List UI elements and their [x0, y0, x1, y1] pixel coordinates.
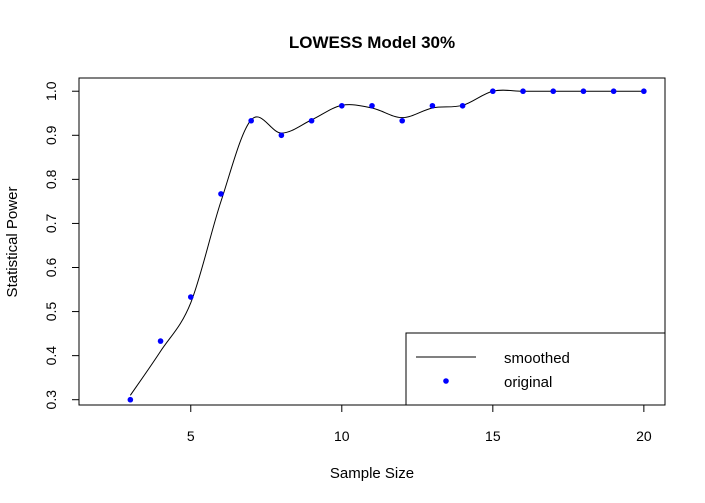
- legend-point-symbol: [443, 378, 449, 384]
- data-point-original: [218, 191, 224, 197]
- legend-label-original: original: [504, 374, 552, 391]
- data-point-original: [641, 88, 647, 95]
- x-tick-label: 10: [334, 428, 350, 444]
- y-tick-label: 1.0: [43, 81, 59, 101]
- x-axis: 5 10 15 20: [187, 404, 652, 444]
- data-point-original: [278, 132, 285, 139]
- data-point-original: [369, 102, 375, 109]
- x-tick-label: 20: [636, 428, 652, 444]
- data-point-original: [550, 88, 557, 95]
- data-point-original: [157, 338, 164, 344]
- x-tick-label: 15: [485, 428, 501, 444]
- y-tick-label: 0.5: [43, 302, 59, 322]
- y-tick-label: 0.9: [43, 125, 59, 145]
- y-tick-label: 0.7: [43, 213, 59, 233]
- data-point-original: [127, 396, 134, 403]
- series-layer: [127, 88, 647, 403]
- y-tick-label: 0.6: [43, 258, 59, 278]
- data-point-original: [580, 88, 587, 95]
- chart-title: LOWESS Model 30%: [289, 33, 455, 52]
- data-point-original: [520, 88, 526, 95]
- data-point-original: [308, 117, 315, 124]
- data-point-original: [248, 117, 254, 124]
- data-point-original: [490, 88, 496, 95]
- y-tick-label: 0.8: [43, 169, 59, 189]
- legend: smoothed original: [405, 332, 666, 406]
- x-axis-label: Sample Size: [330, 465, 414, 482]
- y-axis-label: Statistical Power: [4, 187, 21, 298]
- data-point-original: [459, 102, 466, 109]
- data-point-original: [610, 88, 617, 95]
- y-tick-label: 0.4: [43, 346, 59, 366]
- x-tick-label: 5: [187, 428, 195, 444]
- legend-label-smoothed: smoothed: [504, 350, 570, 367]
- data-point-original: [338, 102, 345, 109]
- y-axis: 0.3 0.4 0.5 0.6 0.7 0.8 0.9 1.0: [43, 81, 80, 410]
- y-tick-label: 0.3: [43, 390, 59, 410]
- data-point-original: [429, 102, 436, 109]
- data-point-original: [399, 117, 406, 124]
- data-point-original: [187, 294, 194, 300]
- legend-box: [405, 332, 666, 406]
